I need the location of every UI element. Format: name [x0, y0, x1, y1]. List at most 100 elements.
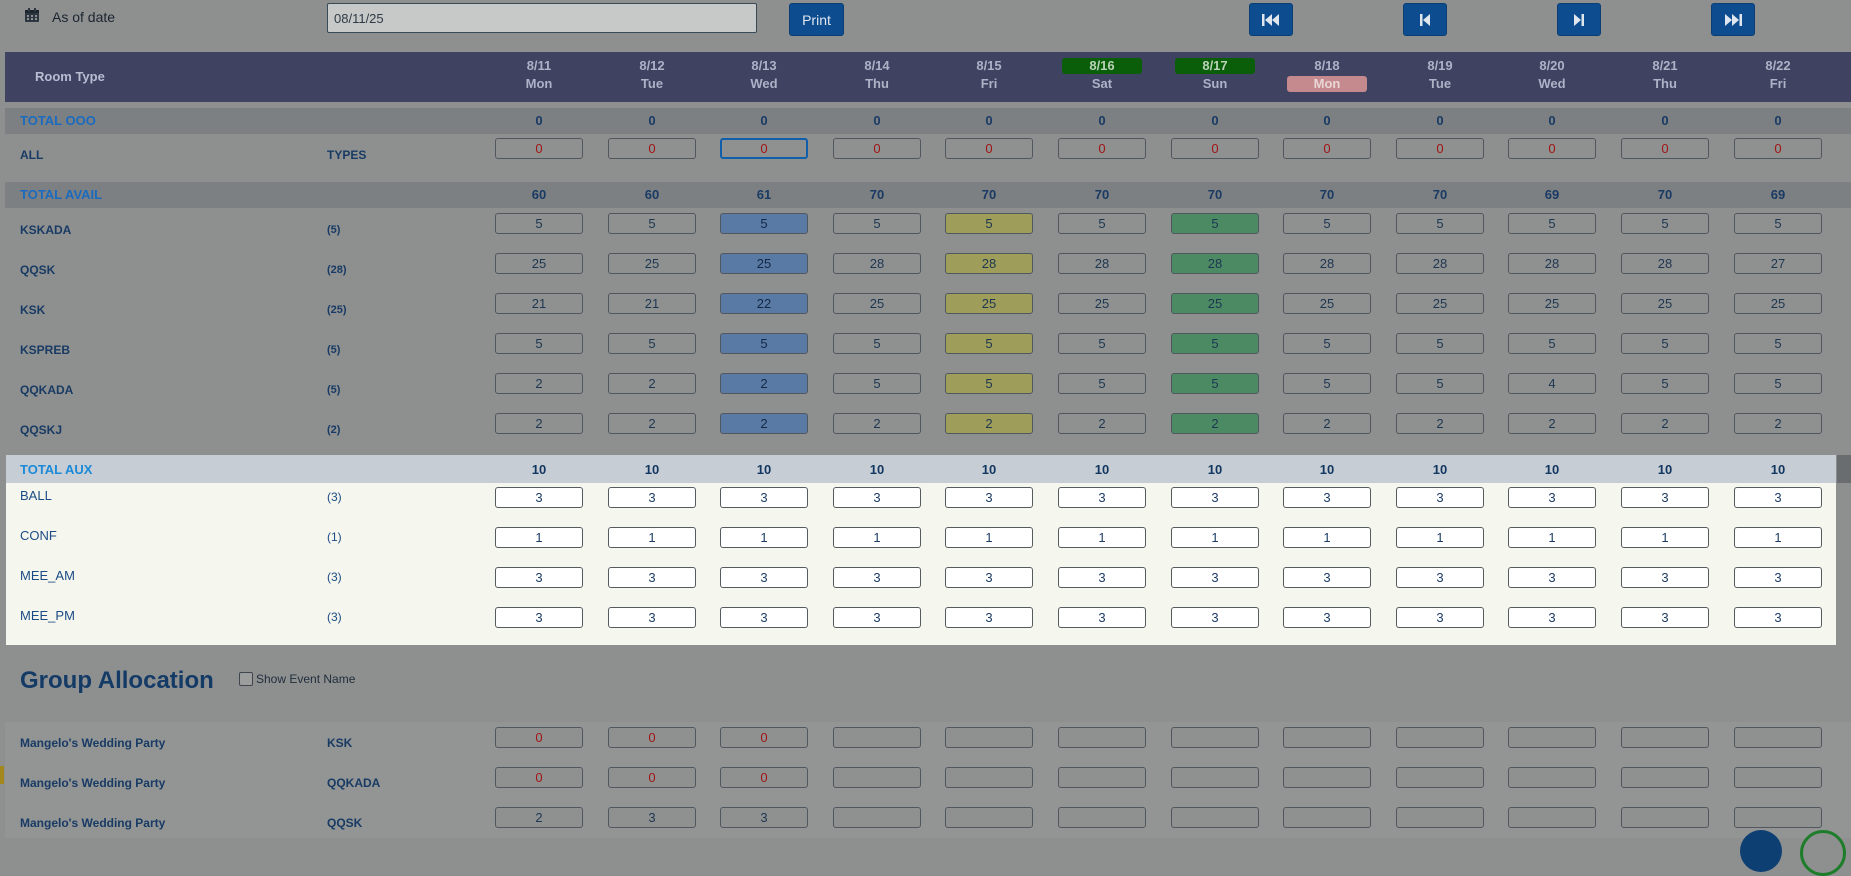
- group-allocation-input[interactable]: [1396, 767, 1484, 788]
- aux-input[interactable]: 3: [720, 487, 808, 508]
- availability-input[interactable]: 5: [945, 213, 1033, 234]
- group-allocation-input[interactable]: [945, 727, 1033, 748]
- aux-input[interactable]: 1: [1508, 527, 1596, 548]
- aux-input[interactable]: 3: [1734, 487, 1822, 508]
- availability-input[interactable]: 2: [1734, 413, 1822, 434]
- next-page-button[interactable]: [1557, 3, 1601, 36]
- ooo-input[interactable]: 0: [720, 138, 808, 159]
- group-allocation-input[interactable]: [1283, 807, 1371, 828]
- group-allocation-input[interactable]: [1621, 807, 1709, 828]
- availability-input[interactable]: 25: [1283, 293, 1371, 314]
- aux-input[interactable]: 1: [608, 527, 696, 548]
- aux-input[interactable]: 3: [833, 487, 921, 508]
- availability-input[interactable]: 25: [1058, 293, 1146, 314]
- group-allocation-input[interactable]: [1621, 767, 1709, 788]
- aux-input[interactable]: 3: [1621, 567, 1709, 588]
- availability-input[interactable]: 28: [1283, 253, 1371, 274]
- aux-input[interactable]: 3: [1283, 487, 1371, 508]
- availability-input[interactable]: 5: [1508, 333, 1596, 354]
- group-allocation-input[interactable]: [1171, 807, 1259, 828]
- availability-input[interactable]: 5: [1171, 373, 1259, 394]
- availability-input[interactable]: 5: [1283, 373, 1371, 394]
- ooo-input[interactable]: 0: [1734, 138, 1822, 159]
- group-allocation-input[interactable]: [1734, 807, 1822, 828]
- availability-input[interactable]: 2: [1396, 413, 1484, 434]
- group-allocation-input[interactable]: 0: [720, 727, 808, 748]
- aux-input[interactable]: 3: [945, 487, 1033, 508]
- aux-input[interactable]: 1: [1171, 527, 1259, 548]
- aux-input[interactable]: 1: [1734, 527, 1822, 548]
- aux-input[interactable]: 3: [1283, 567, 1371, 588]
- availability-input[interactable]: 5: [1734, 333, 1822, 354]
- aux-input[interactable]: 1: [1621, 527, 1709, 548]
- aux-input[interactable]: 3: [1734, 567, 1822, 588]
- availability-input[interactable]: 2: [608, 413, 696, 434]
- aux-input[interactable]: 3: [1621, 607, 1709, 628]
- availability-input[interactable]: 2: [1058, 413, 1146, 434]
- availability-input[interactable]: 28: [1171, 253, 1259, 274]
- availability-input[interactable]: 5: [495, 333, 583, 354]
- availability-input[interactable]: 25: [1621, 293, 1709, 314]
- availability-input[interactable]: 2: [720, 373, 808, 394]
- group-allocation-input[interactable]: 0: [608, 767, 696, 788]
- availability-input[interactable]: 5: [1058, 373, 1146, 394]
- availability-input[interactable]: 2: [608, 373, 696, 394]
- availability-input[interactable]: 28: [1621, 253, 1709, 274]
- availability-input[interactable]: 21: [608, 293, 696, 314]
- availability-input[interactable]: 25: [945, 293, 1033, 314]
- availability-input[interactable]: 5: [1734, 213, 1822, 234]
- group-allocation-input[interactable]: [1508, 727, 1596, 748]
- aux-input[interactable]: 3: [1058, 607, 1146, 628]
- ooo-input[interactable]: 0: [1508, 138, 1596, 159]
- availability-input[interactable]: 25: [1396, 293, 1484, 314]
- aux-input[interactable]: 3: [1171, 607, 1259, 628]
- group-allocation-input[interactable]: 3: [720, 807, 808, 828]
- availability-input[interactable]: 5: [833, 213, 921, 234]
- availability-input[interactable]: 5: [1396, 333, 1484, 354]
- group-allocation-input[interactable]: [1396, 807, 1484, 828]
- group-allocation-input[interactable]: [1508, 807, 1596, 828]
- group-allocation-input[interactable]: 0: [495, 767, 583, 788]
- group-allocation-input[interactable]: [945, 807, 1033, 828]
- availability-input[interactable]: 2: [495, 413, 583, 434]
- last-page-button[interactable]: [1711, 3, 1755, 36]
- availability-input[interactable]: 5: [720, 213, 808, 234]
- ooo-input[interactable]: 0: [1283, 138, 1371, 159]
- availability-input[interactable]: 28: [1508, 253, 1596, 274]
- aux-input[interactable]: 3: [1058, 567, 1146, 588]
- availability-input[interactable]: 5: [495, 213, 583, 234]
- availability-input[interactable]: 25: [608, 253, 696, 274]
- aux-input[interactable]: 1: [720, 527, 808, 548]
- aux-input[interactable]: 3: [495, 567, 583, 588]
- aux-input[interactable]: 3: [608, 487, 696, 508]
- aux-input[interactable]: 3: [1508, 567, 1596, 588]
- aux-input[interactable]: 3: [720, 567, 808, 588]
- availability-input[interactable]: 2: [1171, 413, 1259, 434]
- availability-input[interactable]: 5: [1283, 213, 1371, 234]
- ooo-input[interactable]: 0: [1171, 138, 1259, 159]
- availability-input[interactable]: 5: [1621, 333, 1709, 354]
- first-page-button[interactable]: [1249, 3, 1293, 36]
- availability-input[interactable]: 27: [1734, 253, 1822, 274]
- group-allocation-input[interactable]: [945, 767, 1033, 788]
- aux-input[interactable]: 3: [608, 607, 696, 628]
- availability-input[interactable]: 22: [720, 293, 808, 314]
- aux-input[interactable]: 3: [1396, 487, 1484, 508]
- ooo-input[interactable]: 0: [495, 138, 583, 159]
- group-allocation-input[interactable]: 0: [495, 727, 583, 748]
- availability-input[interactable]: 28: [833, 253, 921, 274]
- aux-input[interactable]: 1: [945, 527, 1033, 548]
- availability-input[interactable]: 5: [1058, 333, 1146, 354]
- availability-input[interactable]: 21: [495, 293, 583, 314]
- availability-input[interactable]: 5: [1283, 333, 1371, 354]
- group-allocation-input[interactable]: [1283, 767, 1371, 788]
- availability-input[interactable]: 28: [1396, 253, 1484, 274]
- ooo-input[interactable]: 0: [833, 138, 921, 159]
- availability-input[interactable]: 25: [495, 253, 583, 274]
- availability-input[interactable]: 2: [945, 413, 1033, 434]
- availability-input[interactable]: 5: [945, 373, 1033, 394]
- aux-input[interactable]: 3: [720, 607, 808, 628]
- group-allocation-input[interactable]: [1621, 727, 1709, 748]
- availability-input[interactable]: 2: [495, 373, 583, 394]
- group-allocation-input[interactable]: [1058, 767, 1146, 788]
